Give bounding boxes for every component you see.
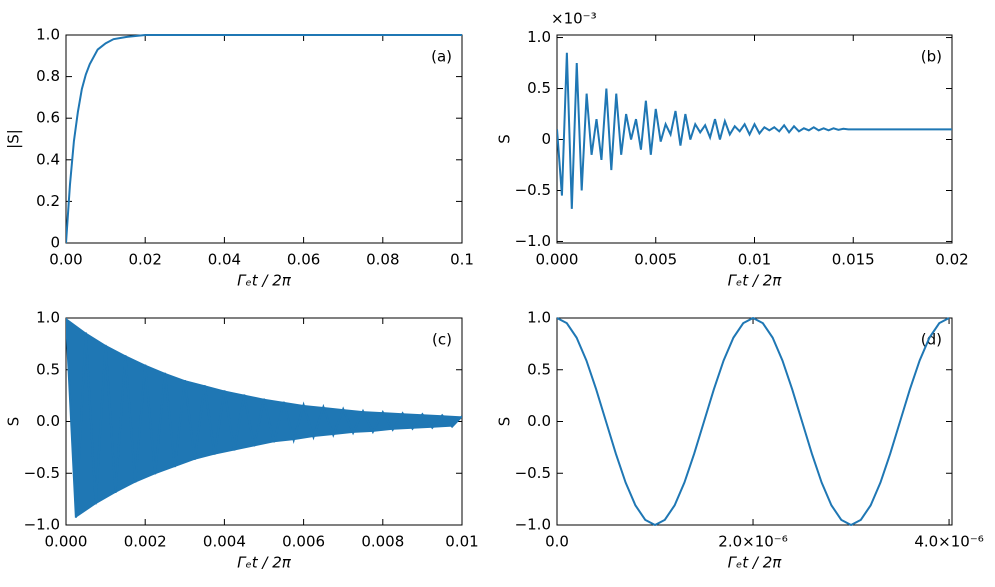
y-tick-label: −0.5 xyxy=(515,181,551,199)
panel-label: (b) xyxy=(921,48,942,66)
x-tick-label: 0.08 xyxy=(366,251,399,269)
x-axis-label: Γₑt / 2π xyxy=(728,272,783,290)
y-tick-label: 1.0 xyxy=(527,309,551,327)
series-line xyxy=(557,52,952,209)
x-axis-label: Γₑt / 2π xyxy=(237,272,292,290)
y-axis-label: S xyxy=(496,417,514,427)
y-tick-label: 0.2 xyxy=(36,192,60,210)
x-tick-label: 2.0×10⁻⁶ xyxy=(718,533,787,551)
y-tick-label: 0 xyxy=(541,130,551,148)
x-axis-label: Γₑt / 2π xyxy=(237,554,292,572)
series-line xyxy=(66,317,462,518)
y-tick-label: 0.6 xyxy=(36,109,60,127)
y-tick-label: 1.0 xyxy=(36,309,60,327)
x-tick-label: 0.01 xyxy=(445,533,478,551)
y-tick-label: 0.0 xyxy=(527,412,551,430)
y-tick-label: 0.5 xyxy=(36,360,60,378)
x-tick-label: 0.004 xyxy=(203,533,246,551)
x-tick-label: 0.0 xyxy=(545,533,569,551)
panel-label: (a) xyxy=(431,48,452,66)
y-tick-label: 1.0 xyxy=(36,26,60,44)
y-tick-label: 1.0 xyxy=(527,28,551,46)
x-tick-label: 0.015 xyxy=(832,251,875,269)
offset-text: ×10⁻³ xyxy=(551,10,597,28)
series-line xyxy=(66,34,462,244)
plot-area xyxy=(65,34,463,244)
y-tick-label: −0.5 xyxy=(24,464,60,482)
y-tick-label: −0.5 xyxy=(515,464,551,482)
x-tick-label: 0.1 xyxy=(450,251,474,269)
y-tick-label: 0.8 xyxy=(36,67,60,85)
y-tick-label: 0.0 xyxy=(36,412,60,430)
x-tick-label: 0.02 xyxy=(935,251,968,269)
x-tick-label: 0.002 xyxy=(124,533,167,551)
x-tick-label: 0.005 xyxy=(634,251,677,269)
x-tick-label: 0.008 xyxy=(361,533,404,551)
y-axis-label: S xyxy=(5,417,23,427)
y-tick-label: 0.5 xyxy=(527,79,551,97)
y-tick-label: −1.0 xyxy=(515,232,551,250)
band-fill xyxy=(66,318,462,518)
x-tick-label: 0.02 xyxy=(128,251,161,269)
x-tick-label: 0.06 xyxy=(287,251,320,269)
y-tick-label: 0 xyxy=(50,234,60,252)
y-tick-label: 0.4 xyxy=(36,150,60,168)
x-axis-label: Γₑt / 2π xyxy=(728,554,783,572)
y-tick-label: 0.5 xyxy=(527,360,551,378)
plot-area xyxy=(556,34,953,244)
y-tick-label: −1.0 xyxy=(515,516,551,534)
x-tick-label: 0.01 xyxy=(738,251,771,269)
x-tick-label: 0.000 xyxy=(536,251,579,269)
x-tick-label: 4.0×10⁻⁶ xyxy=(914,533,983,551)
y-tick-label: −1.0 xyxy=(24,516,60,534)
series-line xyxy=(557,317,950,526)
x-tick-label: 0.00 xyxy=(49,251,82,269)
y-axis-label: S xyxy=(496,134,514,144)
x-tick-label: 0.04 xyxy=(208,251,241,269)
plot-area xyxy=(556,317,953,526)
x-tick-label: 0.006 xyxy=(282,533,325,551)
y-axis-label: |S| xyxy=(5,129,23,149)
x-tick-label: 0.000 xyxy=(45,533,88,551)
panel-label: (c) xyxy=(432,331,452,349)
